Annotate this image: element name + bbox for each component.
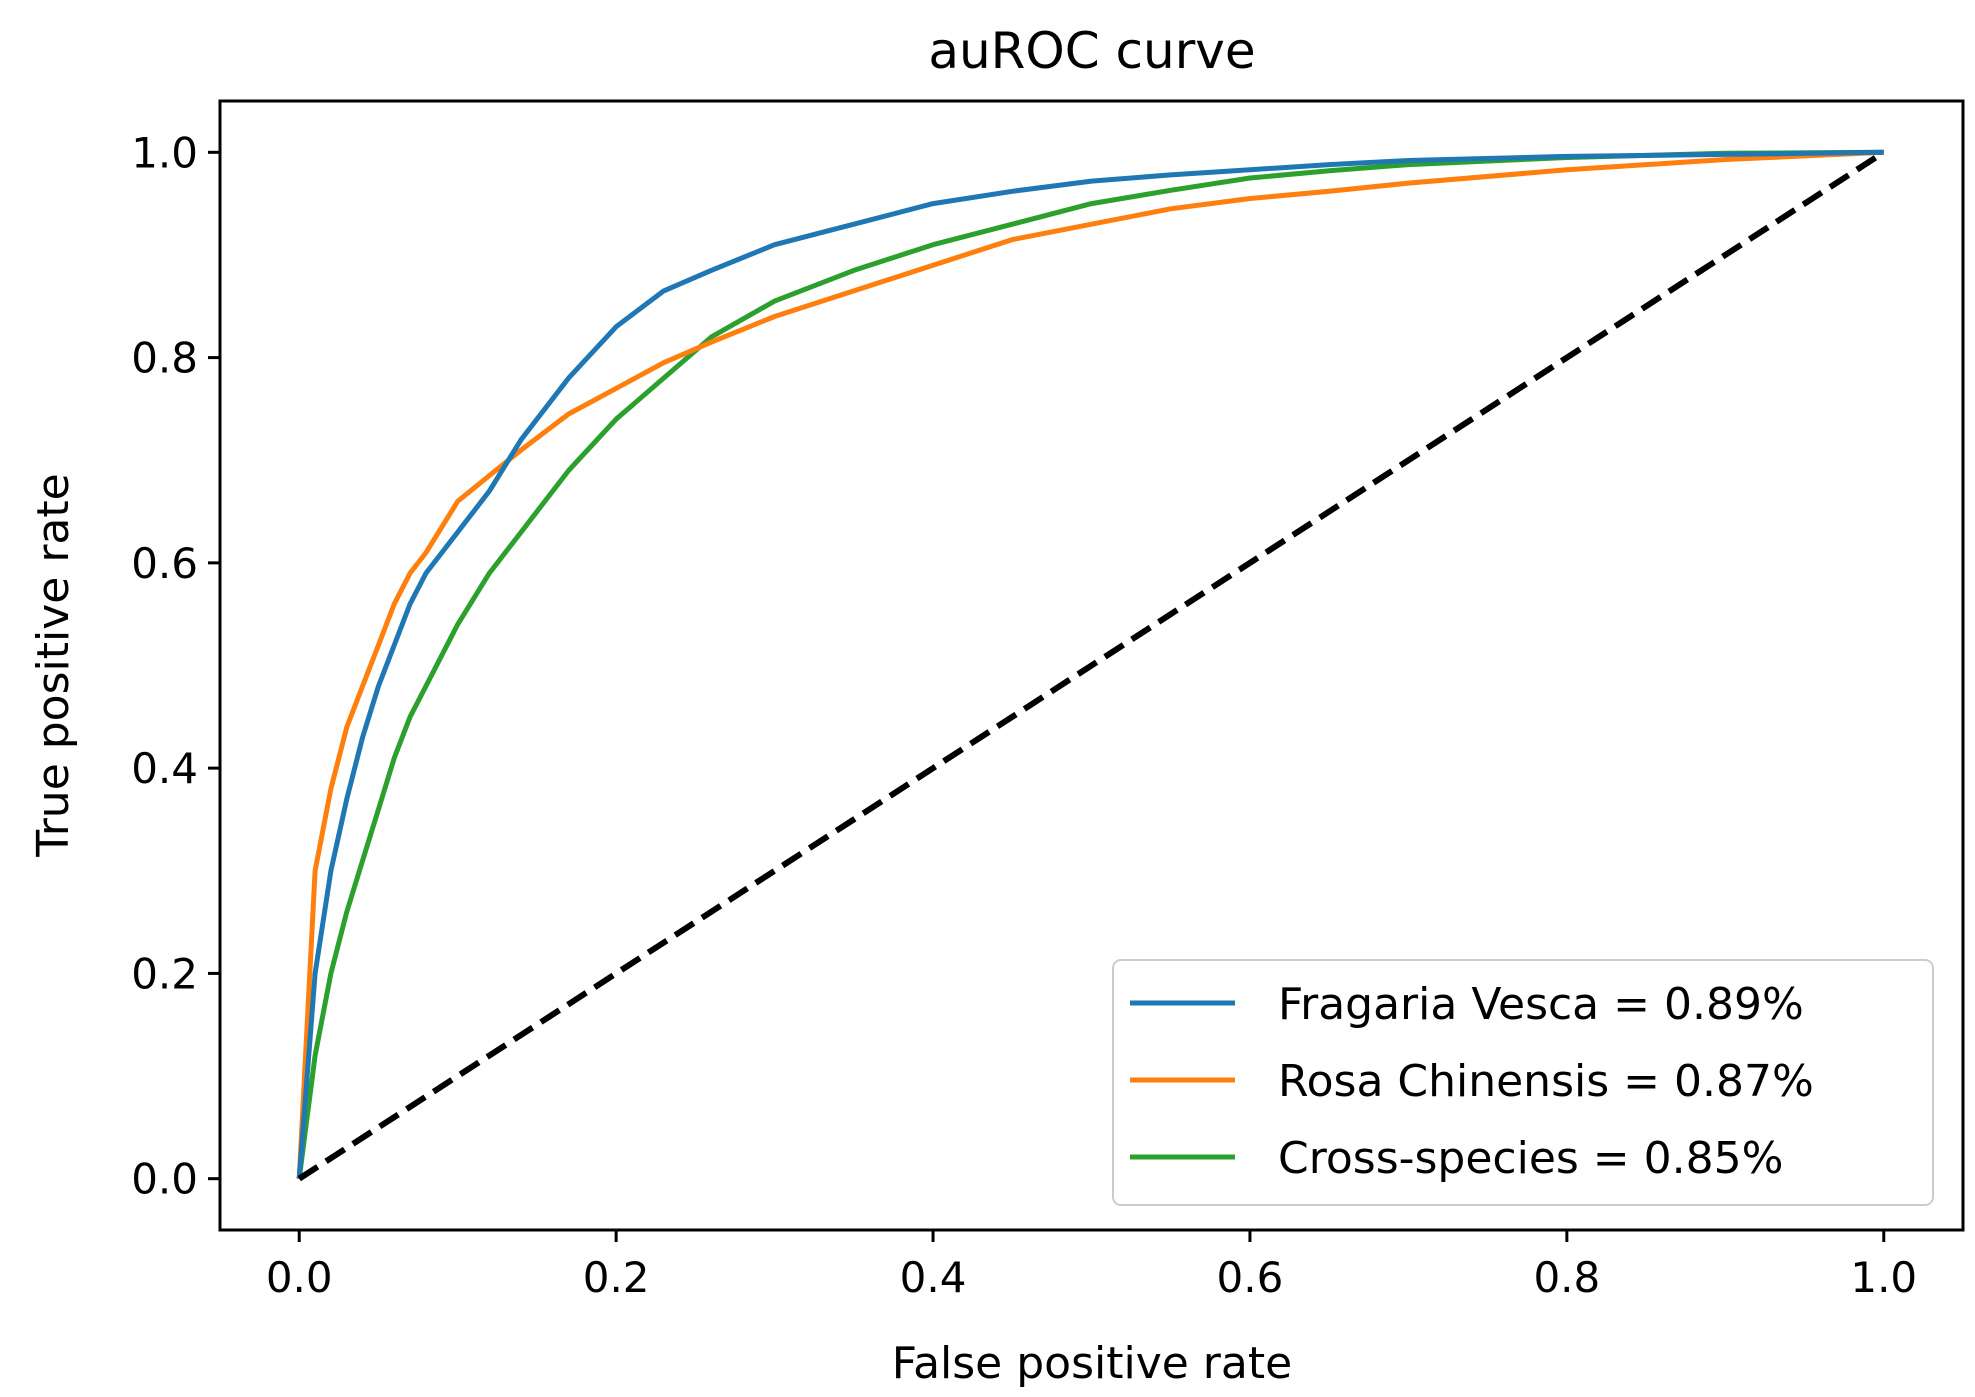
y-tick-label: 0.6	[131, 539, 198, 588]
x-tick-label: 0.4	[900, 1253, 967, 1302]
x-tick-label: 0.0	[266, 1253, 333, 1302]
legend-label-cross-species: Cross-species = 0.85%	[1278, 1133, 1783, 1184]
y-tick-label: 0.2	[131, 949, 198, 998]
chart-title: auROC curve	[928, 22, 1255, 80]
legend-label-fragaria-vesca: Fragaria Vesca = 0.89%	[1278, 979, 1804, 1030]
x-tick-label: 0.6	[1217, 1253, 1284, 1302]
y-axis-label: True positive rate	[28, 473, 79, 857]
legend: Fragaria Vesca = 0.89% Rosa Chinensis = …	[1112, 959, 1934, 1206]
y-tick-label: 0.4	[131, 744, 198, 793]
axes-frame	[218, 99, 1965, 1232]
y-axis-ticks: 0.0 0.2 0.4 0.6 0.8 1.0	[131, 128, 220, 1204]
x-axis-label: False positive rate	[892, 1338, 1292, 1389]
legend-label-rosa-chinensis: Rosa Chinensis = 0.87%	[1278, 1056, 1814, 1107]
series-line-fragaria-vesca	[296, 149, 1884, 1179]
y-tick-label: 0.0	[131, 1155, 198, 1204]
y-tick-label: 0.8	[131, 334, 198, 383]
series-line-rosa-chinensis	[296, 149, 1884, 1179]
plot-area	[218, 99, 1965, 1232]
x-tick-label: 0.2	[583, 1253, 650, 1302]
baseline-diagonal-line	[297, 149, 1886, 1182]
legend-box	[1112, 959, 1934, 1206]
x-axis-ticks: 0.0 0.2 0.4 0.6 0.8 1.0	[266, 1230, 1917, 1302]
series-line-cross-species	[296, 149, 1884, 1180]
series-lines	[296, 149, 1886, 1182]
x-tick-label: 0.8	[1533, 1253, 1600, 1302]
x-tick-label: 1.0	[1850, 1253, 1917, 1302]
y-tick-label: 1.0	[131, 128, 198, 177]
